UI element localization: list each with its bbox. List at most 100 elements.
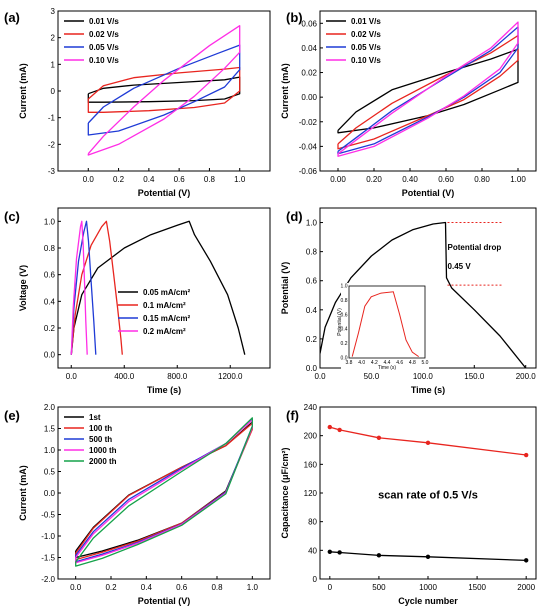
x-tick-label: 0 [328,583,333,592]
y-tick-label: 0 [313,575,318,584]
x-tick-label: 1.0 [247,583,259,592]
x-tick-label: 0.8 [204,175,216,184]
legend-label: 1st [89,413,101,422]
y-tick-label: 0.02 [301,69,317,78]
y-tick-label: 0.04 [301,44,317,53]
panel-label: (a) [4,10,20,25]
x-tick-label: 0.2 [105,583,117,592]
panel-label: (d) [286,209,303,224]
y-tick-label: 0.6 [306,277,318,286]
x-axis-label: Potential (V) [138,596,191,606]
annotation-text: scan rate of 0.5 V/s [378,490,478,502]
y-tick-label: -3 [48,167,56,176]
panel-label: (c) [4,209,20,224]
y-tick-label: 1.0 [44,217,56,226]
y-tick-label: 80 [308,518,317,527]
y-tick-label: 0.0 [306,364,318,373]
y-tick-label: -0.02 [299,118,318,127]
y-tick-label: -0.06 [299,167,318,176]
annotation-text: Potential drop [448,243,502,252]
x-tick-label: 0.6 [176,583,188,592]
inset-y-tick-label: 0.0 [341,356,348,362]
panel-label: (b) [286,10,303,25]
y-tick-label: 0.00 [301,93,317,102]
y-tick-label: 0.0 [44,351,56,360]
series-line [88,68,239,113]
x-axis-label: Time (s) [411,385,445,395]
y-tick-label: 120 [304,489,318,498]
x-tick-label: 0.80 [474,175,490,184]
y-tick-label: 40 [308,546,317,555]
x-tick-label: 500 [372,583,386,592]
x-tick-label: 150.0 [464,372,485,381]
x-tick-label: 1.0 [234,175,246,184]
inset-y-tick-label: 1.0 [341,284,348,290]
legend-label: 0.1 mA/cm² [143,301,186,310]
legend-label: 0.01 V/s [89,17,119,26]
panel-label: (f) [286,408,299,423]
y-tick-label: 0.2 [44,324,56,333]
y-axis-label: Current (mA) [18,465,28,521]
inset-y-tick-label: 0.2 [341,341,348,347]
legend-label: 0.10 V/s [351,56,381,65]
x-axis-label: Time (s) [147,385,181,395]
x-tick-label: 0.60 [438,175,454,184]
x-tick-label: 1200.0 [218,372,243,381]
legend-label: 100 th [89,424,112,433]
x-tick-label: 800.0 [167,372,188,381]
panel-label: (e) [4,408,20,423]
y-tick-label: 1 [51,60,56,69]
y-tick-label: 1.0 [306,219,318,228]
x-tick-label: 0.2 [113,175,125,184]
data-point [377,436,381,440]
y-tick-label: 2.0 [44,403,56,412]
y-tick-label: 3 [51,7,56,16]
legend-label: 0.05 mA/cm² [143,288,190,297]
y-tick-label: 0.4 [306,306,318,315]
legend-label: 2000 th [89,457,117,466]
y-tick-label: 200 [304,432,318,441]
x-axis-label: Cycle number [398,596,458,606]
legend-label: 0.01 V/s [351,17,381,26]
y-tick-label: -1.0 [41,532,55,541]
legend-label: 500 th [89,435,112,444]
legend-label: 0.2 mA/cm² [143,327,186,336]
y-tick-label: -1 [48,114,56,123]
y-tick-label: 160 [304,460,318,469]
x-tick-label: 1.00 [510,175,526,184]
x-tick-label: 0.4 [143,175,155,184]
y-axis-label: Current (mA) [18,63,28,119]
x-tick-label: 1000 [419,583,437,592]
y-tick-label: -2.0 [41,575,55,584]
y-tick-label: -1.5 [41,554,55,563]
y-tick-label: -2 [48,140,56,149]
y-tick-label: 0.8 [44,244,56,253]
y-tick-label: 0.5 [44,468,56,477]
y-tick-label: 1.5 [44,425,56,434]
y-tick-label: 0.2 [306,335,318,344]
data-point [524,558,528,562]
data-point [426,555,430,559]
x-tick-label: 0.6 [174,175,186,184]
y-tick-label: 0 [51,87,56,96]
x-tick-label: 200.0 [516,372,537,381]
x-tick-label: 2000 [517,583,535,592]
x-tick-label: 0.0 [83,175,95,184]
inset-x-axis-label: Time (s) [378,365,396,371]
y-tick-label: 1.0 [44,446,56,455]
legend-label: 0.15 mA/cm² [143,314,190,323]
legend-label: 0.05 V/s [89,43,119,52]
x-tick-label: 1500 [468,583,486,592]
x-tick-label: 0.4 [141,583,153,592]
data-point [524,453,528,457]
y-tick-label: 0.0 [44,489,56,498]
x-axis-label: Potential (V) [402,188,455,198]
x-tick-label: 50.0 [364,372,380,381]
y-tick-label: 0.4 [44,297,56,306]
inset-x-tick-label: 4.0 [358,360,365,366]
y-tick-label: -0.04 [299,142,318,151]
inset-x-tick-label: 5.0 [422,360,429,366]
y-axis-label: Capacitance (μF/cm²) [280,447,290,538]
legend-label: 0.02 V/s [89,30,119,39]
